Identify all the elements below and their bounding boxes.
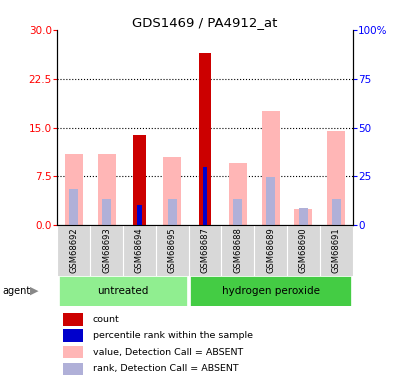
Bar	[228, 163, 246, 225]
Bar	[294, 209, 312, 225]
Text: GSM68687: GSM68687	[200, 228, 209, 273]
Bar	[69, 189, 78, 225]
Bar	[198, 53, 211, 225]
Bar	[102, 199, 111, 225]
Bar	[326, 131, 344, 225]
Bar	[63, 329, 83, 342]
Text: ▶: ▶	[29, 286, 38, 296]
Bar	[261, 111, 279, 225]
Bar	[202, 166, 207, 225]
Bar	[65, 153, 83, 225]
Text: untreated: untreated	[97, 286, 148, 296]
Bar	[133, 135, 145, 225]
Title: GDS1469 / PA4912_at: GDS1469 / PA4912_at	[132, 16, 277, 29]
Bar	[137, 204, 142, 225]
Text: GSM68695: GSM68695	[167, 228, 176, 273]
Bar	[97, 153, 115, 225]
Bar	[63, 363, 83, 375]
Text: percentile rank within the sample: percentile rank within the sample	[92, 331, 252, 340]
Bar	[265, 177, 274, 225]
Text: GSM68692: GSM68692	[69, 228, 78, 273]
Bar	[190, 276, 350, 306]
Text: hydrogen peroxide: hydrogen peroxide	[221, 286, 319, 296]
Bar	[167, 199, 176, 225]
Bar	[63, 313, 83, 326]
Text: GSM68690: GSM68690	[298, 228, 307, 273]
Bar	[298, 209, 307, 225]
Text: value, Detection Call = ABSENT: value, Detection Call = ABSENT	[92, 348, 242, 357]
Text: count: count	[92, 315, 119, 324]
Text: rank, Detection Call = ABSENT: rank, Detection Call = ABSENT	[92, 364, 238, 373]
Bar	[59, 276, 187, 306]
Text: GSM68688: GSM68688	[233, 228, 242, 273]
Text: GSM68691: GSM68691	[331, 228, 340, 273]
Text: GSM68689: GSM68689	[265, 228, 274, 273]
Text: agent: agent	[2, 286, 30, 296]
Text: GSM68694: GSM68694	[135, 228, 144, 273]
Text: GSM68693: GSM68693	[102, 228, 111, 273]
Bar	[63, 346, 83, 358]
Bar	[163, 157, 181, 225]
Bar	[331, 199, 340, 225]
Bar	[233, 199, 242, 225]
